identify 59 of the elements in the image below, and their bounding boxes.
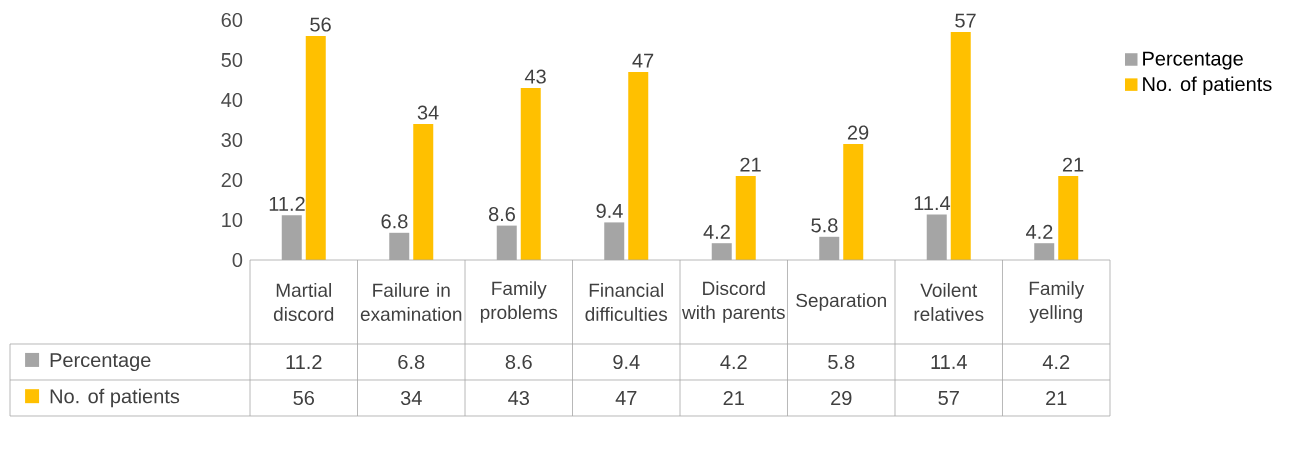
data-label: 21: [1046, 391, 1067, 405]
x-tick-label: Family yelling: [1029, 281, 1085, 323]
data-label: 9.4: [613, 354, 640, 370]
bar: [950, 32, 971, 261]
data-label: 43: [508, 390, 530, 406]
data-label: 57: [938, 391, 959, 405]
bar: [628, 72, 649, 261]
text: 57: [955, 13, 976, 28]
y-tick-label: 30: [221, 132, 243, 148]
x-tick-label: Financial difficulties: [585, 283, 668, 321]
x-tick-label: Failure in examination: [360, 283, 462, 321]
text: 11.2: [269, 196, 305, 211]
y-tick-label: 20: [221, 172, 243, 188]
x-tick-label: Voilent relatives: [914, 283, 984, 321]
x-tick-label: Discord with parents: [681, 281, 785, 323]
data-label: 8.6: [505, 354, 532, 370]
data-label: 29: [831, 390, 852, 406]
bar: [520, 88, 541, 261]
bar: [305, 36, 326, 261]
data-label: 4.2: [1042, 355, 1070, 369]
y-tick-label: 40: [221, 92, 243, 108]
text: 29: [847, 125, 869, 140]
text: 43: [524, 69, 546, 84]
legend-label: No. of patients: [1143, 76, 1272, 96]
text: 21: [1062, 157, 1084, 172]
text: 47: [632, 53, 654, 68]
text: 4.2: [703, 224, 730, 239]
y-tick-label: 50: [221, 52, 243, 68]
text: 21: [740, 157, 761, 172]
text: 34: [417, 105, 439, 120]
y-tick-label: 60: [221, 12, 243, 28]
x-tick-label: Separation: [796, 293, 886, 311]
data-label: 6.8: [398, 354, 425, 370]
bar: [413, 124, 434, 261]
text: 5.8: [811, 218, 838, 233]
data-label: 11.2: [286, 355, 322, 369]
text: 11.4: [914, 196, 951, 210]
text: 4.2: [1026, 224, 1053, 239]
data-label: 21: [723, 391, 744, 405]
text: 56: [310, 17, 331, 32]
data-label: 5.8: [828, 354, 855, 370]
text: 6.8: [381, 214, 408, 229]
data-label: 34: [400, 390, 422, 406]
data-label: 4.2: [720, 355, 747, 369]
text: 9.4: [596, 203, 623, 218]
text: No. of patients: [50, 388, 180, 408]
bar: [735, 176, 756, 261]
y-tick-label: 10: [222, 212, 243, 228]
data-label: 47: [615, 391, 637, 405]
text: 8.6: [488, 207, 515, 222]
data-label: 56: [293, 390, 315, 406]
bar: [1058, 176, 1079, 261]
data-label: 11.4: [931, 355, 967, 369]
x-tick-label: Family problems: [480, 281, 558, 323]
y-tick-label: 0: [232, 252, 243, 268]
text: Percentage: [1143, 51, 1243, 70]
legend-label: Percentage: [50, 353, 151, 372]
bar: [843, 144, 864, 261]
x-tick-label: Martial discord: [273, 283, 334, 321]
